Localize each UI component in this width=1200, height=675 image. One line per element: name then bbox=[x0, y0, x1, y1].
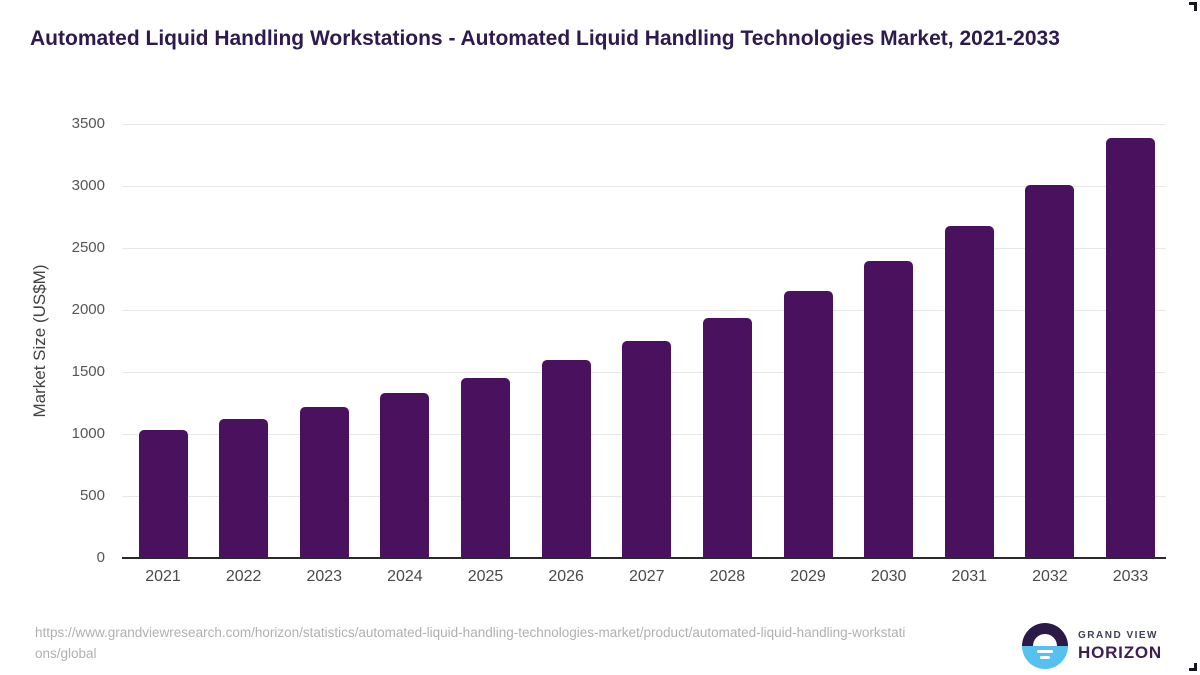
bar-2024 bbox=[380, 393, 430, 558]
x-tick-label: 2033 bbox=[1112, 568, 1149, 585]
x-tick-label: 2032 bbox=[1032, 568, 1068, 585]
plot-area bbox=[122, 123, 1166, 559]
y-tick-label: 3500 bbox=[71, 115, 105, 132]
bar-2021 bbox=[138, 430, 188, 558]
x-tick-label: 2025 bbox=[467, 568, 504, 585]
bar-2027 bbox=[622, 341, 672, 558]
gridline bbox=[122, 185, 1166, 187]
x-tick-label: 2021 bbox=[145, 568, 181, 585]
page-title: Automated Liquid Handling Workstations -… bbox=[30, 27, 1060, 50]
x-tick-label: 2026 bbox=[548, 568, 584, 585]
gridline bbox=[122, 123, 1166, 125]
bar-2026 bbox=[541, 360, 591, 558]
gridline bbox=[122, 309, 1166, 311]
x-tick-label: 2022 bbox=[225, 568, 262, 585]
x-tick-label: 2030 bbox=[870, 568, 907, 585]
y-tick-label: 1000 bbox=[71, 425, 105, 442]
gridline bbox=[122, 247, 1166, 249]
bar-2029 bbox=[783, 291, 833, 558]
logo-line-horizon: HORIZON bbox=[1078, 642, 1162, 662]
bar-2028 bbox=[702, 318, 752, 558]
bar-2031 bbox=[944, 226, 994, 558]
source-url: https://www.grandviewresearch.com/horizo… bbox=[35, 625, 906, 661]
y-tick-label: 0 bbox=[96, 549, 105, 566]
bar-2033 bbox=[1106, 138, 1155, 558]
brand-logo: GRAND VIEW HORIZON bbox=[1022, 623, 1162, 669]
bar-2030 bbox=[864, 261, 914, 558]
y-tick-label: 500 bbox=[79, 487, 105, 504]
x-axis-line bbox=[122, 557, 1166, 559]
horizon-dash-icon bbox=[1040, 656, 1050, 659]
grand-view-horizon-logo-icon bbox=[1022, 623, 1068, 669]
bar-2022 bbox=[219, 419, 269, 558]
crop-mark-top-right bbox=[1189, 2, 1197, 11]
y-tick-label: 2000 bbox=[71, 301, 105, 318]
x-tick-label: 2029 bbox=[790, 568, 826, 585]
y-tick-label: 3000 bbox=[71, 177, 105, 194]
horizon-dash-icon bbox=[1037, 650, 1053, 653]
bar-2023 bbox=[299, 407, 349, 558]
y-tick-label: 2500 bbox=[71, 239, 105, 256]
sunrise-dome-icon bbox=[1033, 634, 1057, 646]
logo-line-grand-view: GRAND VIEW bbox=[1078, 629, 1158, 641]
bar-2032 bbox=[1025, 185, 1075, 558]
y-tick-label: 1500 bbox=[71, 363, 105, 380]
logo-wordmark: GRAND VIEW HORIZON bbox=[1078, 630, 1162, 663]
x-tick-label: 2027 bbox=[628, 568, 665, 585]
x-tick-label: 2024 bbox=[387, 568, 423, 585]
x-tick-label: 2023 bbox=[306, 568, 343, 585]
crop-mark-bottom-right bbox=[1189, 663, 1197, 671]
bar-2025 bbox=[461, 378, 510, 558]
x-tick-label: 2031 bbox=[951, 568, 988, 585]
x-tick-label: 2028 bbox=[709, 568, 746, 585]
